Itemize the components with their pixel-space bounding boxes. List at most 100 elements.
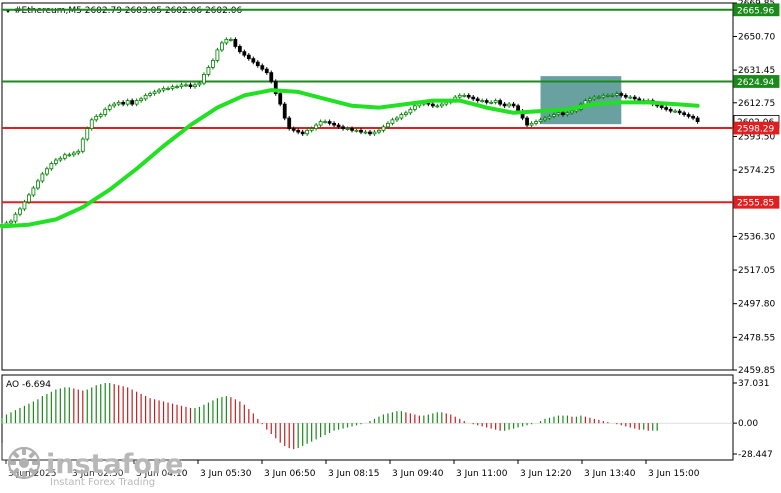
candle-body (556, 112, 561, 115)
candle (31, 185, 36, 198)
candle-body (395, 117, 399, 121)
candle (691, 114, 695, 121)
time-tick-label: 3 Jun 04:10 (136, 469, 188, 479)
candle-body (659, 105, 664, 108)
candle-body (89, 119, 94, 129)
candle-body (197, 82, 202, 86)
chart-header-text: #Ethereum,M5 2602.79 2603.05 2602.06 260… (14, 6, 242, 16)
candle (350, 126, 354, 133)
candle-body (471, 96, 476, 100)
price-label-text: 2624.94 (737, 78, 774, 88)
candle-body (386, 122, 390, 128)
candle (246, 53, 251, 61)
candle-body (341, 126, 345, 129)
candle (202, 72, 206, 86)
candle-body (62, 154, 67, 159)
candle (44, 166, 49, 177)
candle (318, 119, 323, 128)
time-tick-label: 3 Jun 05:30 (200, 469, 252, 479)
candle (13, 212, 18, 224)
time-tick-label: 3 Jun 09:40 (392, 469, 444, 479)
candle (673, 108, 678, 114)
candle-body (511, 103, 516, 107)
candle-body (85, 128, 90, 140)
candle-body (403, 112, 408, 115)
candle (224, 37, 229, 46)
candle-body (67, 154, 72, 157)
candle-body (489, 101, 494, 104)
ao-tick-label: -28.447 (738, 450, 773, 460)
candle (587, 96, 592, 103)
candle-body (332, 122, 336, 126)
candle-body (143, 94, 148, 100)
candle-body (691, 115, 695, 119)
price-label-box (733, 75, 780, 88)
candle-body (125, 100, 130, 105)
candle (695, 115, 700, 124)
candle (430, 102, 435, 108)
price-label: 2624.94 (733, 75, 780, 88)
price-tick-label: 2593.50 (738, 132, 775, 142)
candle (170, 84, 175, 91)
candle (242, 49, 247, 58)
candle (592, 95, 597, 101)
candle (89, 117, 94, 131)
candle-body (543, 117, 547, 121)
candle (188, 82, 193, 89)
candle-body (166, 87, 170, 90)
ao-axis: 37.031 0.00 -28.447 (733, 379, 773, 460)
candle (345, 126, 350, 131)
candle (300, 129, 305, 136)
candle-body (309, 128, 314, 131)
candle-body (300, 131, 305, 135)
candle-body (305, 129, 310, 135)
candle (85, 126, 90, 142)
candle-body (44, 168, 49, 175)
candle (502, 102, 507, 108)
candle-body (94, 115, 99, 121)
candle (18, 206, 22, 217)
candle (53, 157, 58, 166)
candle-body (516, 105, 520, 112)
candle (49, 161, 54, 171)
candle (336, 122, 341, 129)
candle (71, 150, 76, 157)
candle (341, 124, 345, 131)
candle-body (507, 103, 512, 107)
candle (565, 110, 570, 117)
candle-body (296, 129, 301, 133)
candle (412, 103, 417, 112)
candle-body (242, 51, 247, 56)
candle (372, 129, 377, 136)
candle-body (475, 98, 480, 102)
logo: instaforex Instant Forex Trading (0, 443, 201, 489)
time-tick-label: 3 Jun 08:15 (328, 469, 379, 479)
candle (471, 95, 476, 101)
candle (484, 98, 489, 105)
candle-body (327, 121, 332, 124)
candle-body (587, 98, 592, 102)
candle-body (534, 121, 538, 124)
candle-body (9, 220, 13, 224)
candle (457, 93, 462, 100)
candle-body (287, 117, 292, 129)
candle (327, 119, 332, 126)
candle-body (251, 58, 256, 63)
price-label-text: 2665.96 (737, 6, 774, 16)
candle (161, 86, 166, 93)
candle (354, 128, 359, 133)
candle-body (664, 107, 669, 110)
candle-body (13, 213, 18, 222)
candle-body (53, 159, 58, 164)
candle (260, 63, 265, 72)
candle-body (484, 100, 489, 103)
candle (498, 98, 503, 107)
candle (40, 171, 45, 184)
candle (628, 95, 633, 100)
candle (251, 56, 256, 65)
candle (314, 122, 319, 131)
candle-body (112, 103, 117, 107)
candle (390, 117, 395, 126)
